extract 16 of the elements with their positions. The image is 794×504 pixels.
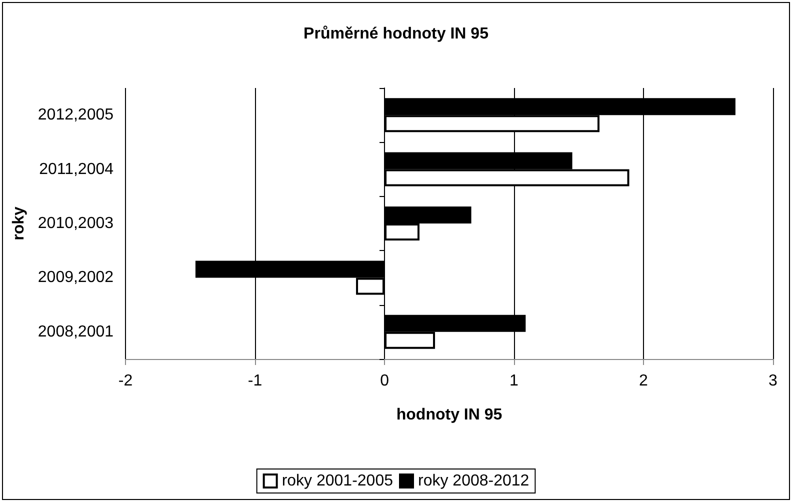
y-tick-label: 2008,2001 (38, 323, 114, 340)
x-tick-label: 2 (639, 372, 648, 390)
chart-title: Průměrné hodnoty IN 95 (304, 26, 489, 42)
x-tick-label: 3 (768, 372, 778, 390)
y-tick-label: 2011,2004 (39, 160, 114, 178)
y-tick-label: 2010,2003 (38, 215, 114, 232)
x-tick-label: -2 (118, 372, 133, 390)
legend-label: roky 2008-2012 (418, 472, 530, 490)
y-axis-title: roky (10, 206, 28, 240)
x-axis-title: hodnoty IN 95 (396, 406, 502, 424)
x-tick-label: -1 (248, 372, 262, 390)
x-tick-label: 0 (380, 372, 390, 390)
y-tick-label: 2009,2002 (38, 269, 114, 286)
legend-label: roky 2001-2005 (282, 472, 394, 490)
y-tick-label: 2012,2005 (38, 106, 114, 124)
x-tick-label: 1 (510, 372, 519, 390)
